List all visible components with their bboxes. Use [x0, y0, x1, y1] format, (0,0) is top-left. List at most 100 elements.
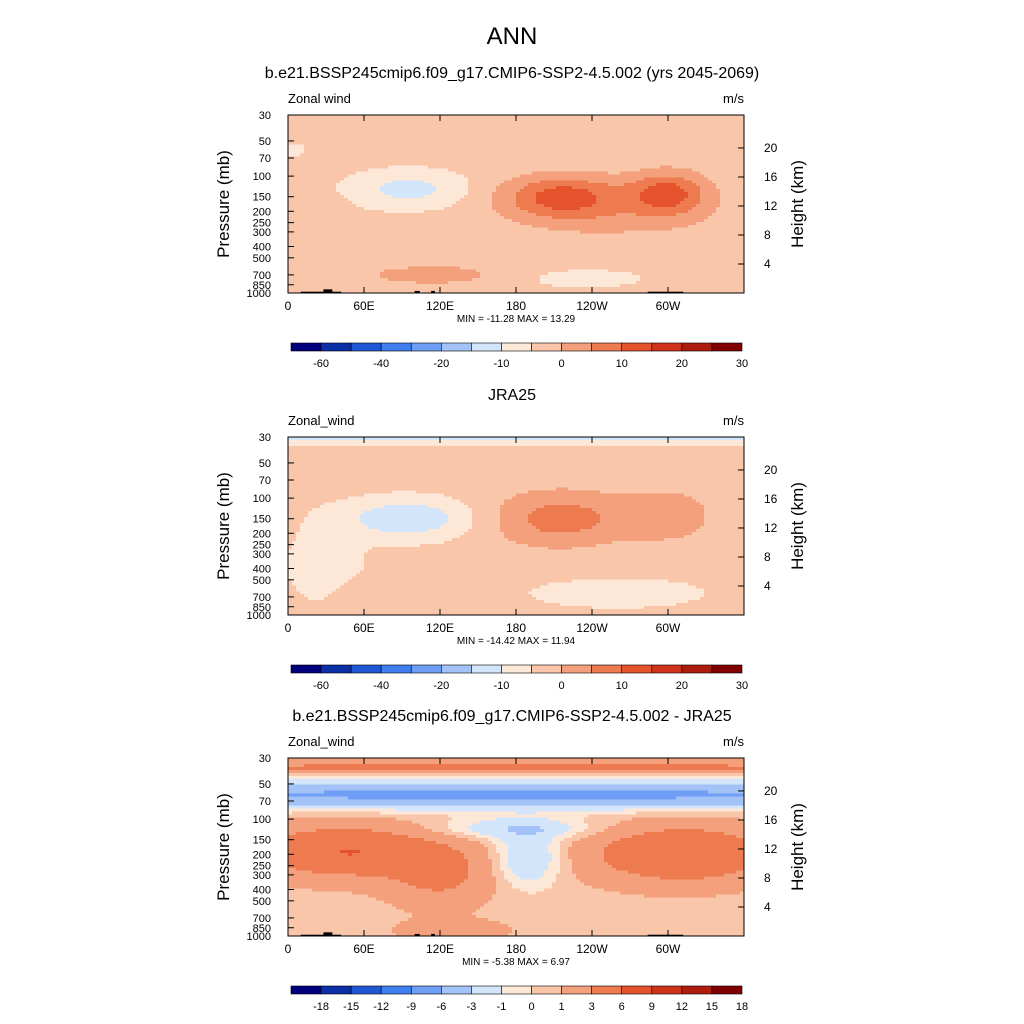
field-cell	[544, 177, 549, 181]
field-cell	[440, 126, 445, 131]
field-cell	[720, 189, 725, 193]
field-cell	[528, 192, 533, 196]
field-cell	[652, 180, 657, 184]
field-cell	[568, 141, 573, 146]
field-cell	[484, 117, 489, 122]
field-cell	[336, 180, 341, 184]
field-cell	[448, 201, 453, 205]
field-cell	[656, 198, 661, 202]
field-cell	[672, 165, 677, 169]
field-cell	[564, 206, 569, 211]
field-cell	[356, 147, 361, 151]
field-cell	[724, 159, 729, 163]
field-cell	[292, 233, 297, 238]
field-cell	[740, 212, 745, 217]
field-cell	[620, 192, 625, 196]
field-cell	[416, 147, 421, 151]
field-cell	[472, 180, 477, 184]
field-cell	[484, 177, 489, 181]
field-cell	[688, 153, 693, 157]
field-cell	[596, 195, 601, 199]
field-cell	[288, 115, 293, 119]
field-cell	[612, 192, 617, 196]
field-cell	[712, 206, 717, 211]
field-cell	[672, 147, 677, 151]
field-cell	[700, 224, 705, 229]
field-cell	[480, 201, 485, 205]
field-cell	[592, 153, 597, 157]
field-cell	[380, 180, 385, 184]
field-cell	[368, 115, 373, 119]
field-cell	[348, 212, 353, 217]
field-cell	[676, 117, 681, 122]
field-cell	[360, 221, 365, 226]
field-cell	[312, 123, 317, 128]
field-cell	[428, 233, 433, 238]
field-cell	[680, 132, 685, 137]
field-cell	[304, 144, 309, 149]
field-cell	[732, 177, 737, 181]
field-cell	[292, 147, 297, 151]
field-cell	[648, 156, 653, 160]
field-cell	[680, 129, 685, 134]
field-cell	[488, 165, 493, 169]
field-cell	[584, 165, 589, 169]
field-cell	[384, 153, 389, 157]
field-cell	[468, 135, 473, 140]
field-cell	[724, 230, 729, 235]
field-cell	[364, 171, 369, 175]
field-cell	[716, 239, 721, 243]
field-cell	[476, 132, 481, 137]
field-cell	[416, 162, 421, 166]
field-cell	[316, 206, 321, 211]
field-cell	[364, 201, 369, 205]
field-cell	[420, 233, 425, 238]
field-cell	[540, 168, 545, 172]
field-cell	[432, 120, 437, 125]
field-cell	[316, 186, 321, 190]
field-cell	[436, 144, 441, 149]
field-cell	[604, 227, 609, 232]
field-cell	[388, 138, 393, 143]
field-cell	[624, 224, 629, 229]
field-cell	[636, 123, 641, 128]
field-cell	[708, 204, 713, 208]
field-cell	[316, 120, 321, 125]
field-cell	[400, 180, 405, 184]
field-cell	[424, 221, 429, 226]
field-cell	[624, 206, 629, 211]
field-cell	[448, 221, 453, 226]
field-cell	[472, 236, 477, 240]
field-cell	[380, 230, 385, 235]
field-cell	[540, 126, 545, 131]
field-cell	[636, 183, 641, 187]
field-cell	[428, 168, 433, 172]
field-cell	[720, 174, 725, 178]
field-cell	[288, 117, 293, 122]
field-cell	[384, 198, 389, 202]
field-cell	[424, 218, 429, 223]
field-cell	[304, 171, 309, 175]
field-cell	[668, 162, 673, 166]
field-cell	[328, 212, 333, 217]
field-cell	[312, 115, 317, 119]
field-cell	[312, 144, 317, 149]
field-cell	[368, 189, 373, 193]
field-cell	[564, 120, 569, 125]
field-cell	[640, 135, 645, 140]
field-cell	[628, 171, 633, 175]
field-cell	[560, 132, 565, 137]
field-cell	[596, 212, 601, 217]
field-cell	[344, 132, 349, 137]
field-cell	[608, 141, 613, 146]
field-cell	[600, 135, 605, 140]
field-cell	[368, 218, 373, 223]
field-cell	[688, 239, 693, 243]
field-cell	[644, 215, 649, 220]
field-cell	[620, 227, 625, 232]
field-cell	[664, 162, 669, 166]
field-cell	[520, 171, 525, 175]
field-cell	[376, 186, 381, 190]
field-cell	[588, 159, 593, 163]
field-cell	[516, 206, 521, 211]
